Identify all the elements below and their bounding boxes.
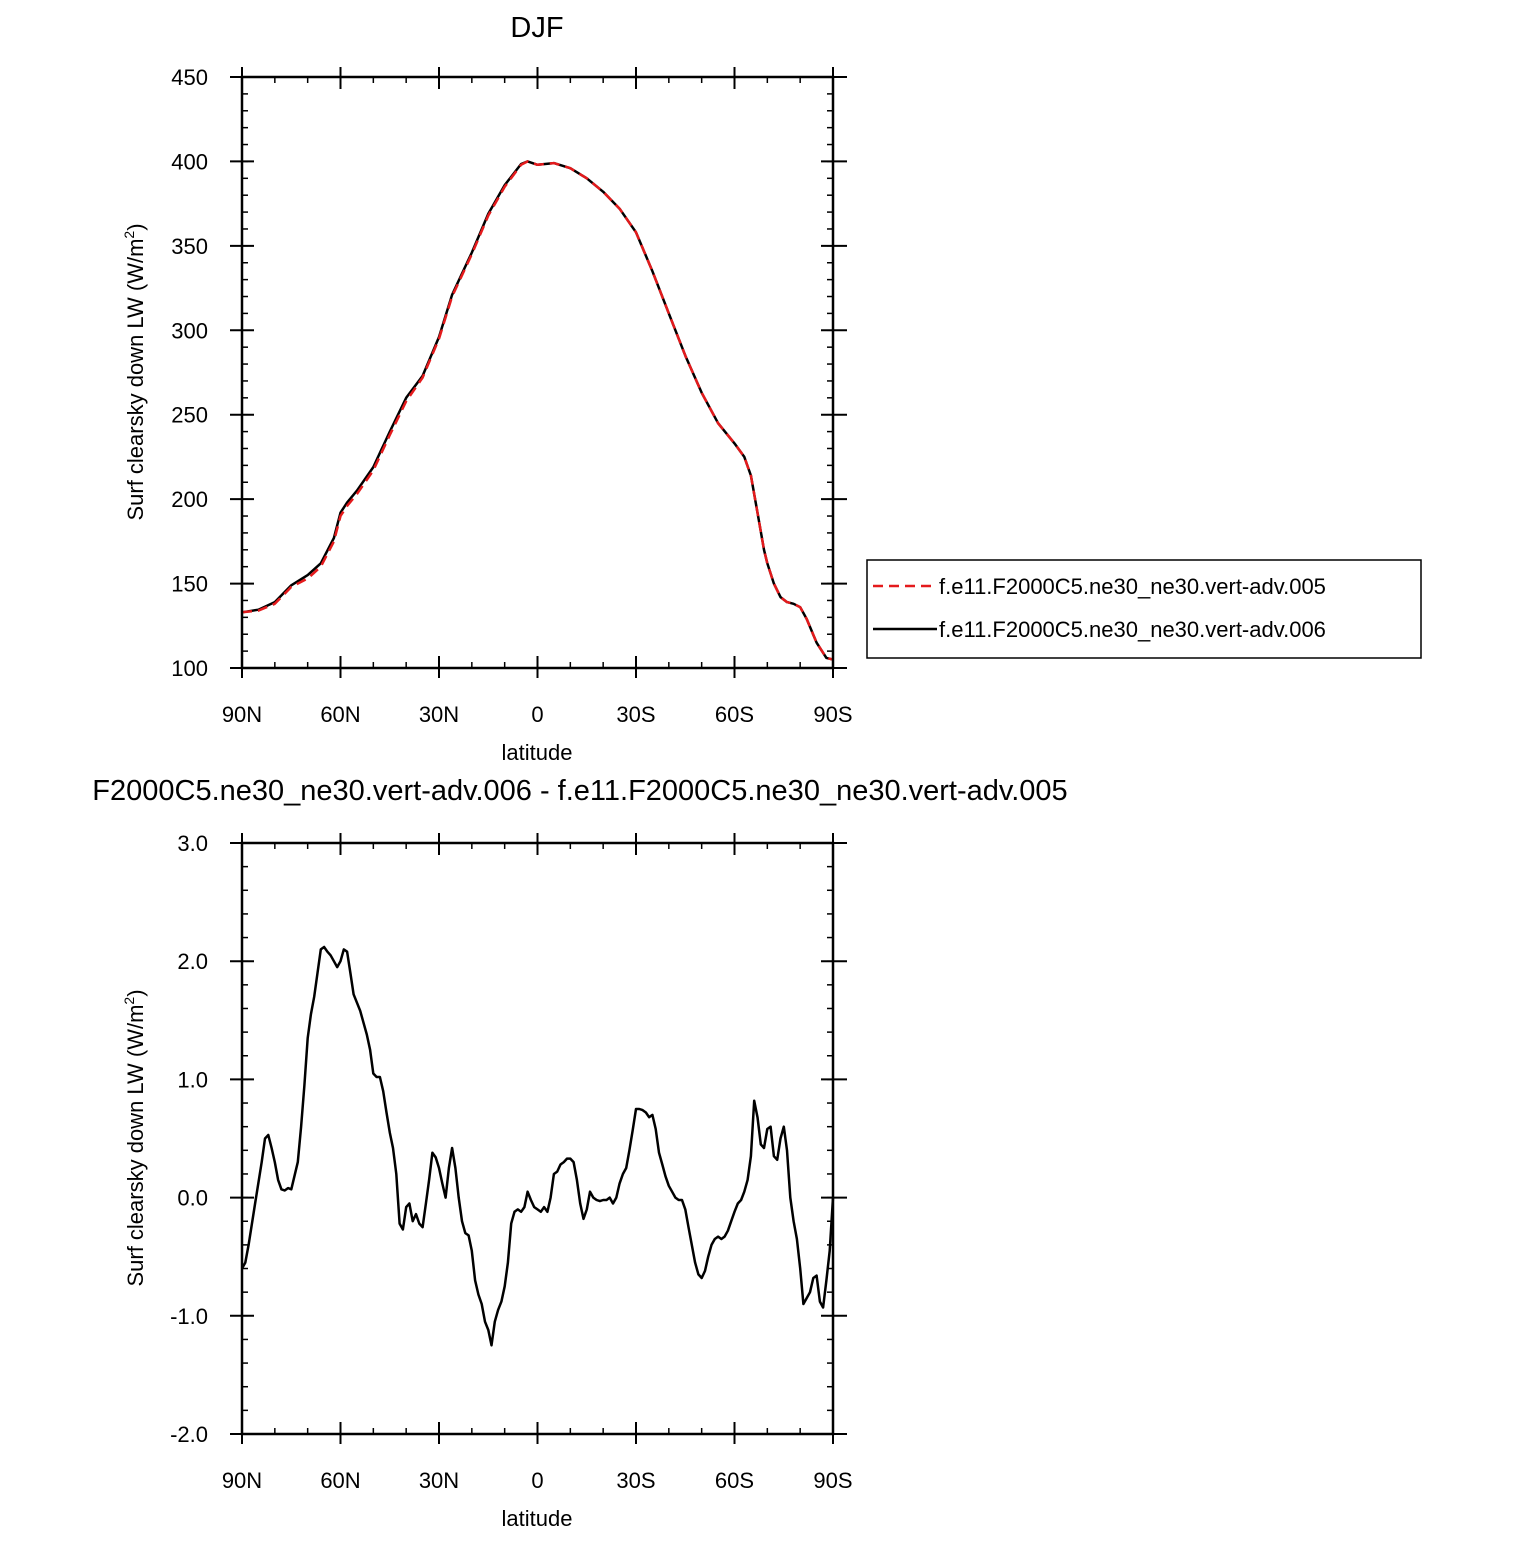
x-axis-label: latitude [502,1506,573,1531]
x-tick-label: 30N [419,702,459,727]
y-tick-label: 450 [171,65,208,90]
legend: f.e11.F2000C5.ne30_ne30.vert-adv.005 f.e… [866,559,1422,659]
y-tick-label: 1.0 [177,1067,208,1092]
x-axis-label: latitude [502,740,573,765]
x-tick-label: 60N [320,702,360,727]
y-tick-label: -2.0 [170,1422,208,1447]
x-tick-label: 60N [320,1468,360,1493]
y-tick-label: 400 [171,149,208,174]
x-tick-label: 60S [715,702,754,727]
chart-title: F2000C5.ne30_ne30.vert-adv.006 - f.e11.F… [92,775,1067,807]
series-line-f-e11-f2000c5-ne30-ne30-vert-adv-005 [241,160,834,661]
y-tick-label: 250 [171,403,208,428]
djf-line-chart: DJF 90N 60N 30N 0 30S 60S 90S 100 150 200 250 300 35… [121,12,1422,765]
y-axis-label: Surf clearsky down LW (W/m2) [121,223,148,520]
plot-area [240,945,835,1347]
x-tick-label: 0 [531,1468,543,1493]
plot-area [241,160,834,661]
x-tick-label: 60S [715,1468,754,1493]
legend-box [866,559,1422,659]
y-tick-label: 3.0 [177,831,208,856]
x-tick-label: 30S [616,702,655,727]
x-tick-label: 30S [616,1468,655,1493]
series-line-f-e11-f2000c5-ne30-ne30-vert-adv-006 [241,160,834,661]
x-tick-label: 0 [531,702,543,727]
x-tick-label: 90S [813,1468,852,1493]
y-tick-label: 150 [171,572,208,597]
plot-frame [240,841,835,1436]
y-tick-label: 2.0 [177,949,208,974]
legend-label-006: f.e11.F2000C5.ne30_ne30.vert-adv.006 [939,617,1326,642]
axes: 90N 60N 30N 0 30S 60S 90S 100 150 200 250 300 350 400… [171,65,852,727]
y-tick-label: 350 [171,234,208,259]
y-tick-label: 200 [171,487,208,512]
x-tick-label: 30N [419,1468,459,1493]
y-axis-label: Surf clearsky down LW (W/m2) [121,989,148,1286]
series-line-difference [240,945,835,1347]
y-tick-label: -1.0 [170,1304,208,1329]
y-tick-label: 300 [171,318,208,343]
x-tick-label: 90N [222,1468,262,1493]
x-tick-label: 90S [813,702,852,727]
y-tick-label: 100 [171,656,208,681]
x-tick-label: 90N [222,702,262,727]
legend-label-005: f.e11.F2000C5.ne30_ne30.vert-adv.005 [939,574,1326,599]
y-tick-label: 0.0 [177,1186,208,1211]
chart-title: DJF [510,12,563,44]
difference-line-chart: F2000C5.ne30_ne30.vert-adv.006 - f.e11.F… [92,775,1067,1531]
axes: 90N 60N 30N 0 30S 60S 90S -2.0 -1.0 0.0 1.0 2.0 3.0 [170,831,853,1493]
